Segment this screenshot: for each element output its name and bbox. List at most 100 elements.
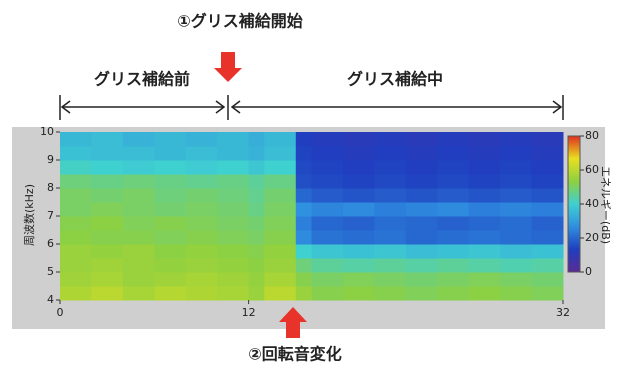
heat-cell [123,286,155,301]
heat-cell [437,216,469,231]
heat-cell [154,272,186,287]
heat-cell [296,272,312,287]
heat-cell [406,286,438,301]
heat-cell [296,230,312,245]
annotation: グリス補給中 [347,70,443,89]
heat-cell [186,216,218,231]
heat-cell [406,230,438,245]
heat-cell [343,230,375,245]
annotation: ②回転音変化 [248,345,342,364]
heat-cell [264,244,296,259]
heat-cell [186,272,218,287]
heat-cell [406,272,438,287]
heat-cell [437,230,469,245]
heat-cell [123,244,155,259]
heat-cell [60,160,92,175]
heat-cell [217,146,249,161]
heat-cell [469,216,501,231]
heat-cell [343,216,375,231]
heat-cell [500,244,532,259]
heat-cell [217,202,249,217]
heat-cell [343,244,375,259]
heat-cell [154,202,186,217]
heat-cell [249,272,265,287]
y-tick-label: 6 [47,237,54,250]
heat-cell [406,216,438,231]
heat-cell [374,188,406,203]
heat-cell [532,272,564,287]
heat-cell [374,174,406,189]
heat-cell [406,258,438,273]
heat-cell [374,230,406,245]
heat-cell [60,132,92,147]
heat-cell [91,146,123,161]
heat-cell [532,202,564,217]
heat-cell [532,132,564,147]
heat-cell [343,174,375,189]
heat-cell [186,160,218,175]
heat-cell [374,160,406,175]
heat-cell [91,174,123,189]
colorbar-tick-label: 80 [585,129,599,142]
y-tick-label: 8 [47,181,54,194]
heat-cell [343,146,375,161]
heat-cell [154,244,186,259]
heat-cell [437,174,469,189]
heat-cell [343,132,375,147]
chart: ①グリス補給開始 グリス補給前 グリス補給中 周波数(kHz) エネルギー(dB… [0,0,617,370]
heat-cell [532,258,564,273]
heat-cell [312,160,344,175]
heat-cell [437,272,469,287]
start-arrow [214,52,242,82]
heat-cell [217,244,249,259]
heat-cell [374,258,406,273]
y-tick-label: 7 [47,209,54,222]
heat-cell [469,160,501,175]
heat-cell [500,174,532,189]
heat-cell [437,202,469,217]
heat-cell [406,174,438,189]
heat-cell [469,244,501,259]
heat-cell [123,188,155,203]
heat-cell [186,202,218,217]
colorbar-tick-label: 40 [585,197,599,210]
heat-cell [312,272,344,287]
heat-cell [296,202,312,217]
x-tick-label: 32 [556,306,570,319]
heat-cell [249,286,265,301]
heat-cell [91,160,123,175]
span-brackets [60,95,563,120]
heat-cell [154,216,186,231]
heat-cell [123,160,155,175]
heat-cell [60,216,92,231]
heat-cell [249,146,265,161]
heat-cell [264,272,296,287]
heat-cell [469,272,501,287]
chart-title: ①グリス補給開始 [177,12,303,31]
heat-cell [60,202,92,217]
heat-cell [154,258,186,273]
heat-cell [532,174,564,189]
heat-cell [406,146,438,161]
heat-cell [91,188,123,203]
heat-cell [249,244,265,259]
heat-cell [296,132,312,147]
heat-cell [296,258,312,273]
heat-cell [469,146,501,161]
heat-cell [296,286,312,301]
heat-cell [343,202,375,217]
heat-cell [123,230,155,245]
heat-cell [500,216,532,231]
heat-cell [406,132,438,147]
heat-cell [249,132,265,147]
heat-cell [374,244,406,259]
heat-cell [500,160,532,175]
heat-cell [469,132,501,147]
heat-cell [312,132,344,147]
colorbar-tick-label: 20 [585,231,599,244]
heat-cell [60,286,92,301]
y-tick-label: 10 [40,125,54,138]
heat-cell [469,174,501,189]
heat-cell [186,174,218,189]
heat-cell [374,146,406,161]
